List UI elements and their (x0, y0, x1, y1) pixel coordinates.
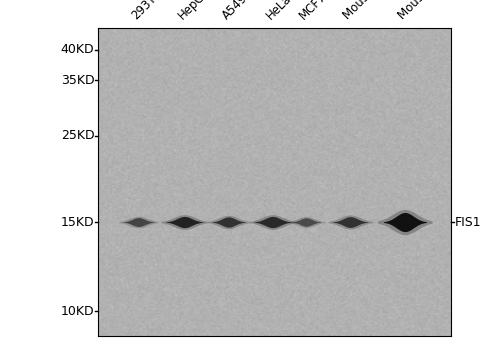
Text: 40KD: 40KD (61, 43, 95, 56)
Text: 15KD: 15KD (61, 216, 95, 229)
Text: Mouse kidney: Mouse kidney (396, 0, 463, 22)
Text: Mouse spleen: Mouse spleen (341, 0, 408, 22)
Text: A549: A549 (220, 0, 250, 22)
Text: FIS1: FIS1 (455, 216, 482, 229)
Text: 293T: 293T (129, 0, 160, 22)
Text: MCF7: MCF7 (297, 0, 329, 22)
Text: HepG2: HepG2 (175, 0, 213, 22)
Text: 10KD: 10KD (61, 305, 95, 318)
Text: HeLa: HeLa (264, 0, 294, 22)
Text: 25KD: 25KD (61, 129, 95, 142)
Text: 35KD: 35KD (61, 74, 95, 87)
